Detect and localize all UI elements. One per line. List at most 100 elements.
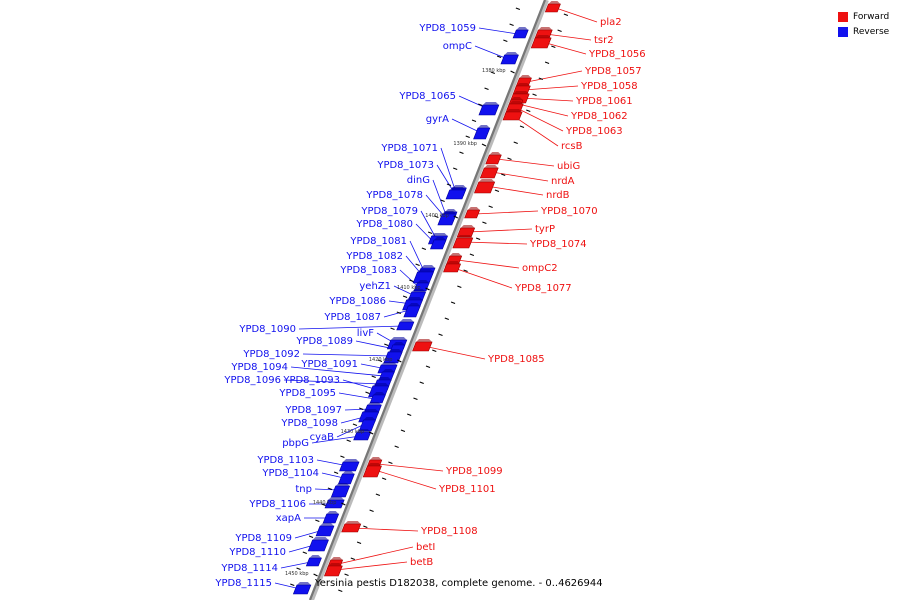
gene-label: YPD8_1070 <box>540 206 598 217</box>
gene-label: ompC <box>443 41 472 52</box>
minor-tick <box>432 349 437 352</box>
gene-label: YPD8_1061 <box>575 96 633 107</box>
gene-label: YPD8_1103 <box>256 455 314 466</box>
leader-line <box>383 309 410 318</box>
minor-tick <box>484 87 489 90</box>
minor-tick <box>488 205 493 208</box>
gene-label: YPD8_1092 <box>242 349 300 360</box>
reverse-gene-feature <box>353 429 372 441</box>
minor-tick <box>350 557 355 560</box>
gene-label: YPD8_1101 <box>438 484 496 495</box>
axis-line <box>308 0 547 600</box>
gene-label: YPD8_1073 <box>376 160 434 171</box>
minor-tick <box>440 199 445 202</box>
leader-line <box>336 423 366 438</box>
leader-line <box>542 41 587 55</box>
major-tick <box>481 143 487 147</box>
gene-label: YPD8_1063 <box>565 126 623 137</box>
forward-gene-feature <box>530 35 552 49</box>
minor-tick <box>290 583 295 586</box>
minor-tick <box>407 413 412 416</box>
minor-tick <box>501 173 506 176</box>
legend-label-forward: Forward <box>853 11 890 22</box>
minor-tick <box>333 471 339 474</box>
minor-tick <box>302 551 307 554</box>
minor-tick <box>344 573 349 576</box>
minor-tick <box>356 541 362 544</box>
gene-label: dinG <box>407 175 430 186</box>
minor-tick <box>526 109 531 112</box>
leader-line <box>474 45 509 60</box>
forward-gene-feature <box>362 463 382 478</box>
minor-tick <box>509 23 514 26</box>
gene-label: YPD8_1096 <box>223 375 281 386</box>
minor-tick <box>400 429 406 432</box>
minor-tick <box>375 493 381 496</box>
reverse-gene-feature <box>322 511 340 524</box>
minor-tick <box>308 535 314 538</box>
reverse-gene-feature <box>478 102 500 116</box>
minor-tick <box>413 397 418 400</box>
minor-tick <box>425 365 431 368</box>
reverse-gene-feature <box>330 483 351 498</box>
reverse-gene-feature <box>403 303 421 318</box>
reverse-gene-feature <box>430 237 447 250</box>
minor-tick <box>346 439 351 442</box>
minor-tick <box>321 503 326 506</box>
gene-label: YPD8_1062 <box>570 111 628 122</box>
leader-line <box>335 561 408 571</box>
minor-tick <box>359 407 364 410</box>
leader-line <box>283 379 381 385</box>
forward-gene-feature <box>464 207 481 219</box>
leader-line <box>321 472 344 479</box>
minor-tick <box>482 221 487 224</box>
leader-line <box>290 366 384 377</box>
gene-label: YPD8_1099 <box>445 466 503 477</box>
leader-line <box>399 269 419 288</box>
leader-line <box>468 228 533 233</box>
forward-gene-feature <box>443 261 462 273</box>
gene-label: YPD8_1083 <box>339 265 397 276</box>
minor-tick <box>503 39 508 42</box>
gene-label: tsr2 <box>594 35 614 46</box>
gene-label: nrdA <box>551 176 575 187</box>
leader-line <box>338 546 414 565</box>
reverse-gene-feature <box>473 125 491 140</box>
reverse-gene-feature <box>512 27 529 39</box>
reverse-gene-feature <box>500 52 519 65</box>
leader-line <box>280 561 311 569</box>
forward-gene-feature <box>544 1 561 13</box>
tick-label: 1440 kbp <box>313 500 337 506</box>
leader-line <box>338 392 375 400</box>
leader-line <box>374 469 437 490</box>
gene-label: YPD8_1082 <box>345 251 403 262</box>
forward-swatch <box>838 11 848 22</box>
leader-line <box>453 267 513 289</box>
minor-tick <box>515 7 521 10</box>
leader-line <box>518 103 569 117</box>
leader-line <box>478 27 518 35</box>
leader-line <box>513 115 559 147</box>
minor-tick <box>419 381 424 384</box>
gene-labels: YPD8_1059 ompC YPD8_1065 gyrA YPD8_1071 YPD8_… <box>214 17 645 589</box>
minor-tick <box>315 519 320 522</box>
leader-line <box>352 527 419 532</box>
minor-tick <box>446 183 452 186</box>
leader-line <box>486 185 544 196</box>
leader-line <box>298 325 404 330</box>
map-caption: Yersinia pestis D182038, complete genome… <box>315 578 603 589</box>
minor-tick <box>513 141 518 144</box>
legend: Forward Reverse <box>838 9 889 39</box>
minor-tick <box>438 333 443 336</box>
gene-label: YPD8_1085 <box>487 354 545 365</box>
minor-tick <box>402 295 408 298</box>
minor-tick <box>496 55 502 58</box>
reverse-gene-feature <box>445 187 467 200</box>
minor-tick <box>390 327 395 330</box>
leader-line <box>496 158 555 167</box>
minor-tick <box>365 391 370 394</box>
gene-label: YPD8_1086 <box>328 296 386 307</box>
legend-label-reverse: Reverse <box>853 26 890 37</box>
gene-label: YPD8_1078 <box>365 190 423 201</box>
